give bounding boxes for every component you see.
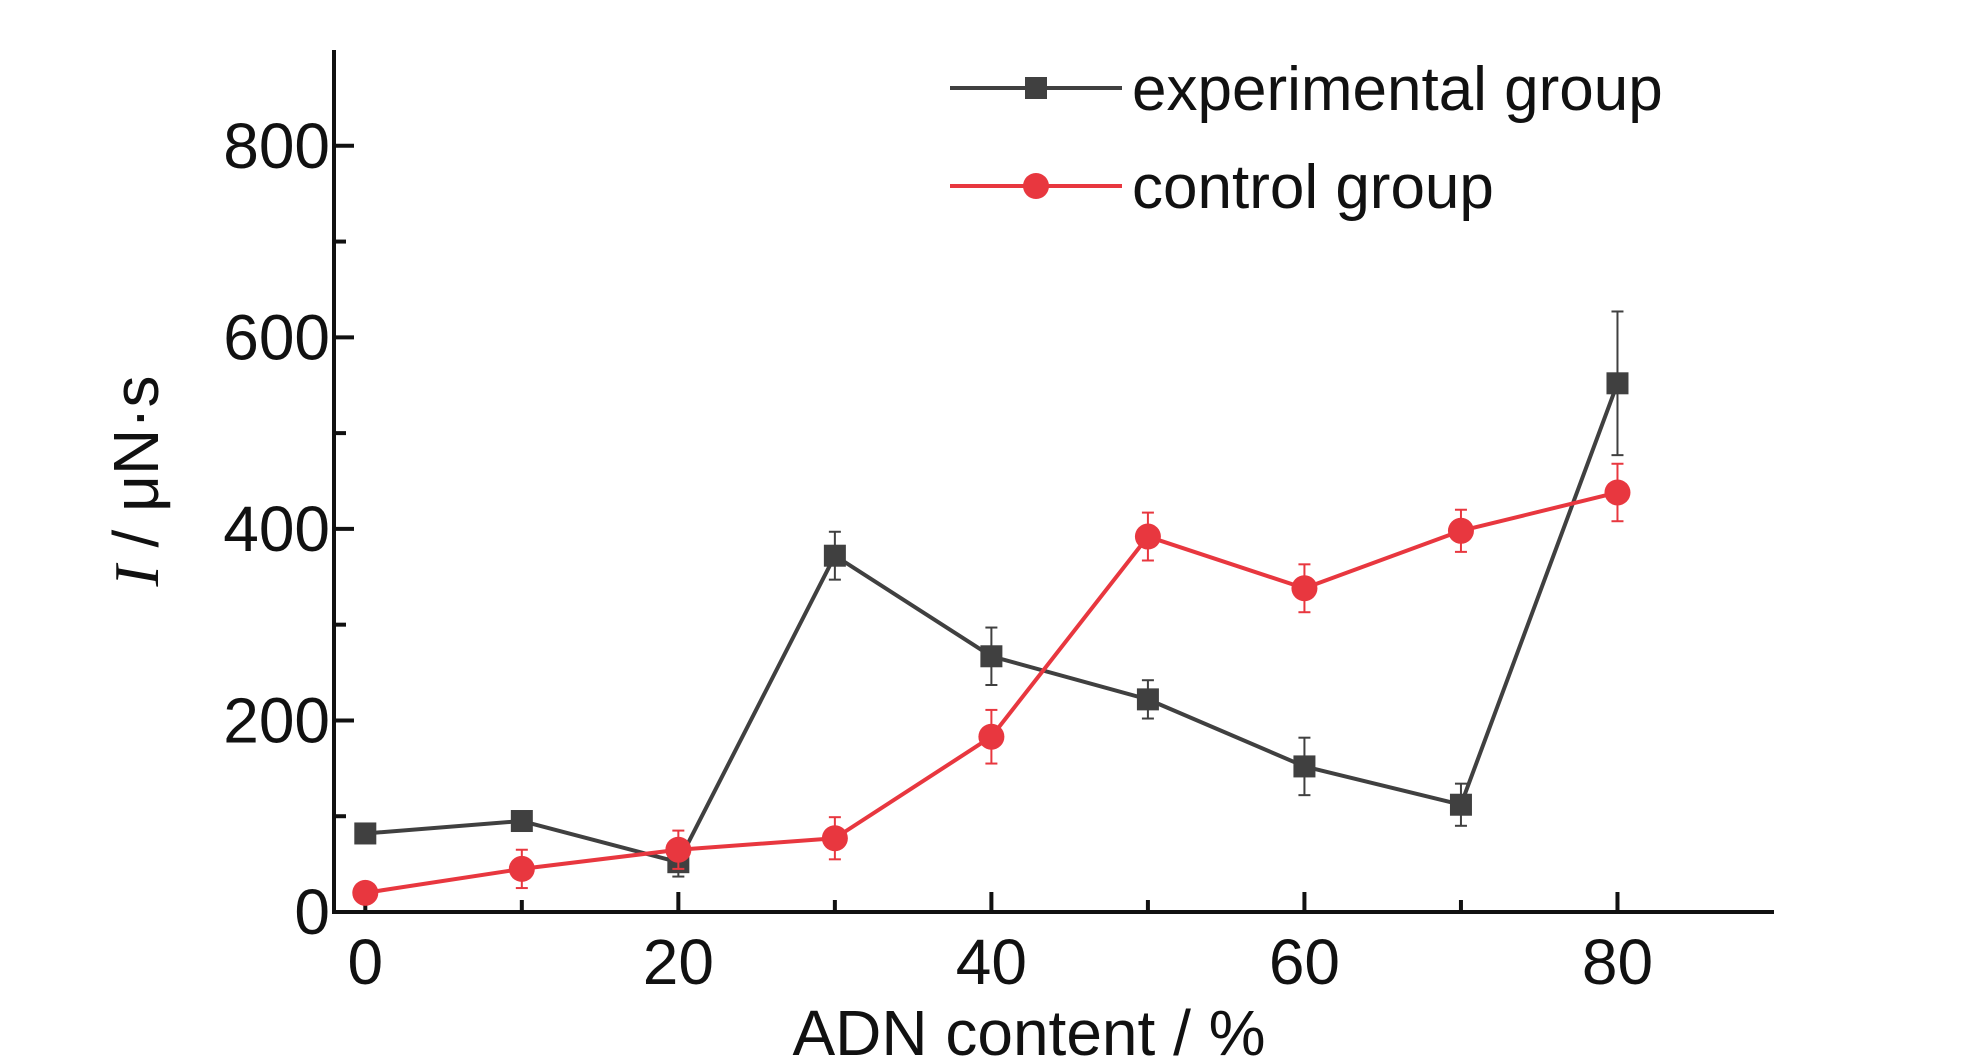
data-point-square xyxy=(1449,793,1472,816)
x-tick-label: 0 xyxy=(348,926,384,998)
data-point-square xyxy=(1293,755,1316,778)
x-tick-label: 60 xyxy=(1269,926,1340,998)
legend-item: experimental group xyxy=(950,55,1663,124)
legend-marker-circle xyxy=(1023,173,1049,199)
x-axis-title: ADN content / % xyxy=(792,997,1265,1063)
data-point-square xyxy=(1606,372,1629,395)
y-axis-title-unit: / μN·s xyxy=(100,375,172,565)
legend: experimental group control group xyxy=(950,55,1663,222)
data-point-circle xyxy=(821,825,848,852)
data-point-square xyxy=(980,645,1003,668)
legend-item: control group xyxy=(950,153,1494,222)
data-point-circle xyxy=(1134,523,1161,550)
y-tick-label: 800 xyxy=(223,110,330,182)
legend-marker-square xyxy=(1025,77,1047,99)
x-tick-label: 40 xyxy=(956,926,1027,998)
data-point-circle xyxy=(665,836,692,863)
data-point-circle xyxy=(1447,517,1474,544)
data-point-circle xyxy=(1291,575,1318,602)
series-layer xyxy=(352,310,1631,906)
y-axis-title: I / μN·s xyxy=(100,375,172,587)
x-tick-label: 20 xyxy=(643,926,714,998)
legend-label: control group xyxy=(1132,153,1494,222)
data-point-square xyxy=(354,822,377,845)
y-tick-label: 200 xyxy=(223,684,330,756)
data-point-square xyxy=(1136,688,1159,711)
y-axis-title-symbol: I xyxy=(101,563,172,588)
y-tick-label: 400 xyxy=(223,493,330,565)
series-line xyxy=(365,382,1620,865)
data-point-circle xyxy=(978,723,1005,750)
y-tick-label: 600 xyxy=(223,301,330,373)
data-point-circle xyxy=(1604,479,1631,506)
data-point-square xyxy=(823,544,846,567)
series-control-group xyxy=(352,462,1631,906)
y-tick-label: 0 xyxy=(294,876,330,948)
data-point-circle xyxy=(508,855,535,882)
series-experimental-group xyxy=(354,310,1629,878)
legend-label: experimental group xyxy=(1132,55,1663,124)
data-point-circle xyxy=(352,879,379,906)
data-point-square xyxy=(510,810,533,833)
series-line xyxy=(365,490,1618,895)
x-tick-label: 80 xyxy=(1582,926,1653,998)
axes: 0 200 400 600 800 0 20 40 60 80 xyxy=(223,50,1774,998)
